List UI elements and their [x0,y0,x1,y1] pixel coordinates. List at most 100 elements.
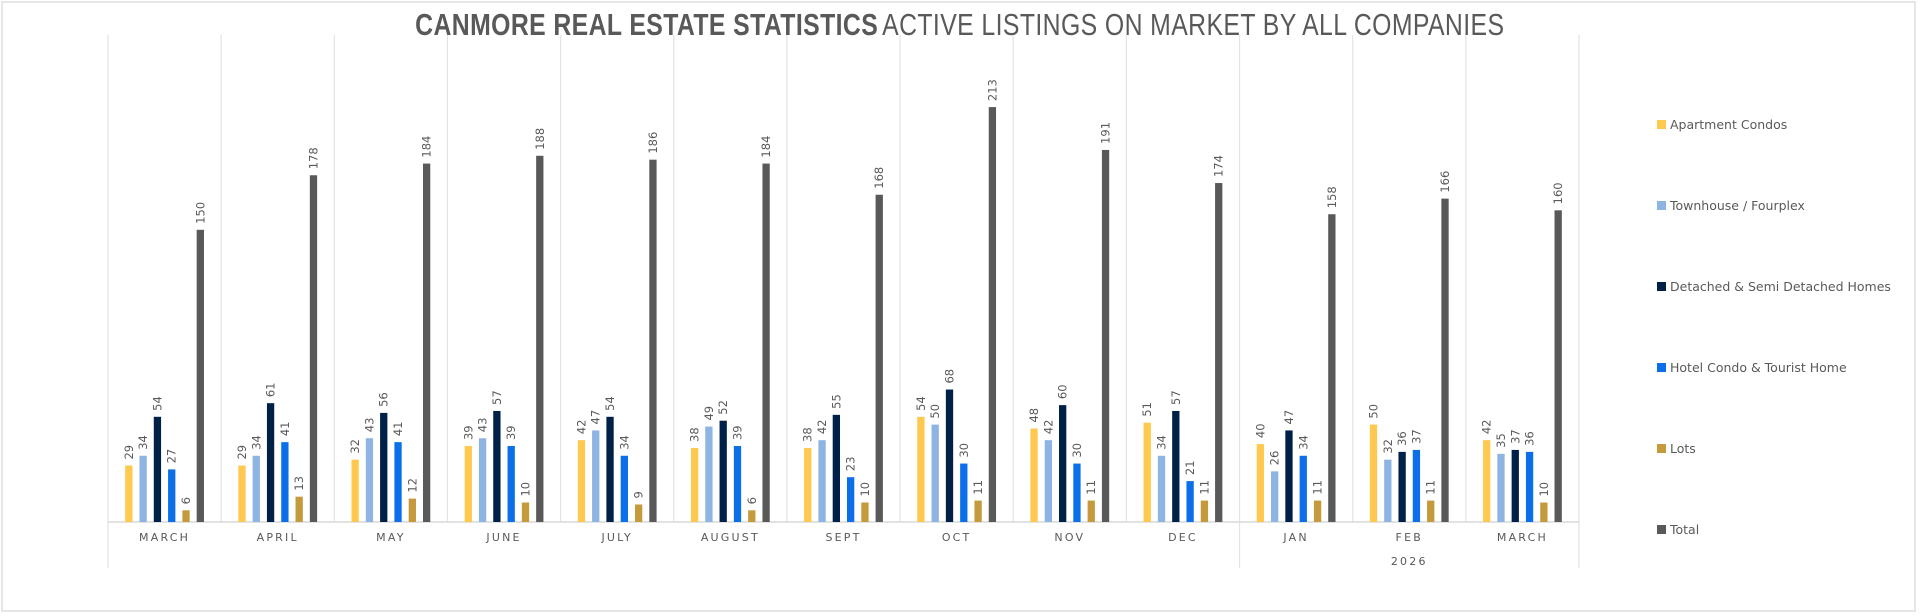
data-label: 34 [1296,435,1310,450]
bar-townhouse-fourplex [252,455,260,522]
bar-townhouse-fourplex [1044,440,1053,522]
data-label: 174 [1212,155,1226,177]
data-label: 50 [928,404,942,419]
data-label: 10 [1537,482,1551,497]
bar-apartment-condos [238,465,246,522]
data-label: 191 [1099,122,1113,144]
legend-swatch-icon [1657,443,1666,453]
data-label: 40 [1253,423,1267,438]
data-label: 186 [646,132,660,154]
data-label: 32 [1381,439,1395,454]
bar-hotel-condo-tourist-home [507,446,515,522]
data-label: 34 [136,435,150,450]
bar-hotel-condo-tourist-home [620,455,628,522]
x-tick-label: MAY [376,531,405,544]
data-label: 60 [1056,384,1070,399]
bar-detached-semi-detached-homes [719,420,727,522]
data-label: 52 [716,400,730,415]
legend-swatch-icon [1657,281,1666,291]
bar-total [536,155,544,522]
data-label: 57 [1169,390,1183,405]
data-label: 35 [1494,433,1508,448]
x-tick-label: OCT [942,531,972,544]
data-label: 6 [179,497,193,504]
legend-swatch-icon [1657,362,1666,372]
data-label: 23 [844,457,858,472]
data-label: 42 [1480,420,1494,435]
data-label: 27 [165,449,179,464]
bar-lots [634,504,643,522]
data-label: 30 [1070,443,1084,458]
bar-lots [748,510,756,522]
bar-lots [1200,500,1209,522]
bar-hotel-condo-tourist-home [733,446,742,522]
bar-total [1554,210,1562,522]
bar-detached-semi-detached-homes [1511,449,1519,522]
data-label: 178 [306,147,320,169]
bar-lots [521,502,530,522]
bar-apartment-condos [351,459,359,522]
data-label: 39 [504,425,518,440]
data-label: 37 [1409,429,1423,444]
x-tick-label: SEPT [825,531,861,544]
bar-lots [1427,500,1435,522]
bar-townhouse-fourplex [592,430,600,522]
data-label: 54 [914,396,928,411]
bar-hotel-condo-tourist-home [394,442,402,522]
data-label: 34 [249,435,263,450]
x-tick-label: JAN [1282,531,1308,544]
data-label: 43 [362,418,376,433]
data-label: 57 [490,390,504,405]
bar-hotel-condo-tourist-home [281,442,289,522]
legend-item: Total [1657,520,1699,538]
data-label: 55 [829,394,843,409]
bar-total [1101,149,1110,522]
bar-townhouse-fourplex [818,440,826,522]
legend-label: Hotel Condo & Tourist Home [1670,359,1847,375]
bar-detached-semi-detached-homes [1398,451,1406,522]
bar-townhouse-fourplex [365,438,374,522]
data-label: 168 [872,167,886,189]
bar-lots [408,498,416,522]
bar-townhouse-fourplex [931,424,939,522]
bar-apartment-condos [1369,424,1378,522]
bar-total [762,163,770,522]
data-label: 6 [745,497,759,504]
legend-item: Apartment Condos [1657,115,1787,133]
data-label: 150 [193,202,207,224]
x-tick-label: JUNE [485,531,521,544]
x-tick-label: JULY [600,531,632,544]
legend-item: Lots [1657,439,1696,457]
bar-townhouse-fourplex [1384,459,1392,522]
bar-total [309,175,318,523]
data-label: 12 [405,478,419,493]
data-label: 188 [533,128,547,150]
data-label: 41 [391,421,405,436]
bar-detached-semi-detached-homes [1285,430,1293,522]
data-label: 21 [1183,460,1197,475]
bar-lots [182,510,190,522]
legend-swatch-icon [1657,200,1666,210]
bar-apartment-condos [1143,422,1151,522]
data-label: 34 [1155,435,1169,450]
bar-hotel-condo-tourist-home [168,469,176,522]
bar-detached-semi-detached-homes [1172,410,1180,522]
data-label: 36 [1395,431,1409,446]
bar-apartment-condos [577,440,586,522]
bar-total [1328,214,1336,522]
data-label: 26 [1268,451,1282,466]
data-label: 11 [971,480,985,495]
data-label: 42 [574,420,588,435]
data-label: 11 [1084,480,1098,495]
legend-label: Townhouse / Fourplex [1670,197,1805,213]
data-label: 51 [1140,402,1154,417]
data-label: 56 [377,392,391,407]
data-label: 61 [264,383,278,398]
data-label: 49 [702,406,716,421]
data-label: 54 [603,396,617,411]
data-label: 47 [589,410,603,425]
data-label: 47 [1282,410,1296,425]
bar-detached-semi-detached-homes [153,416,162,522]
